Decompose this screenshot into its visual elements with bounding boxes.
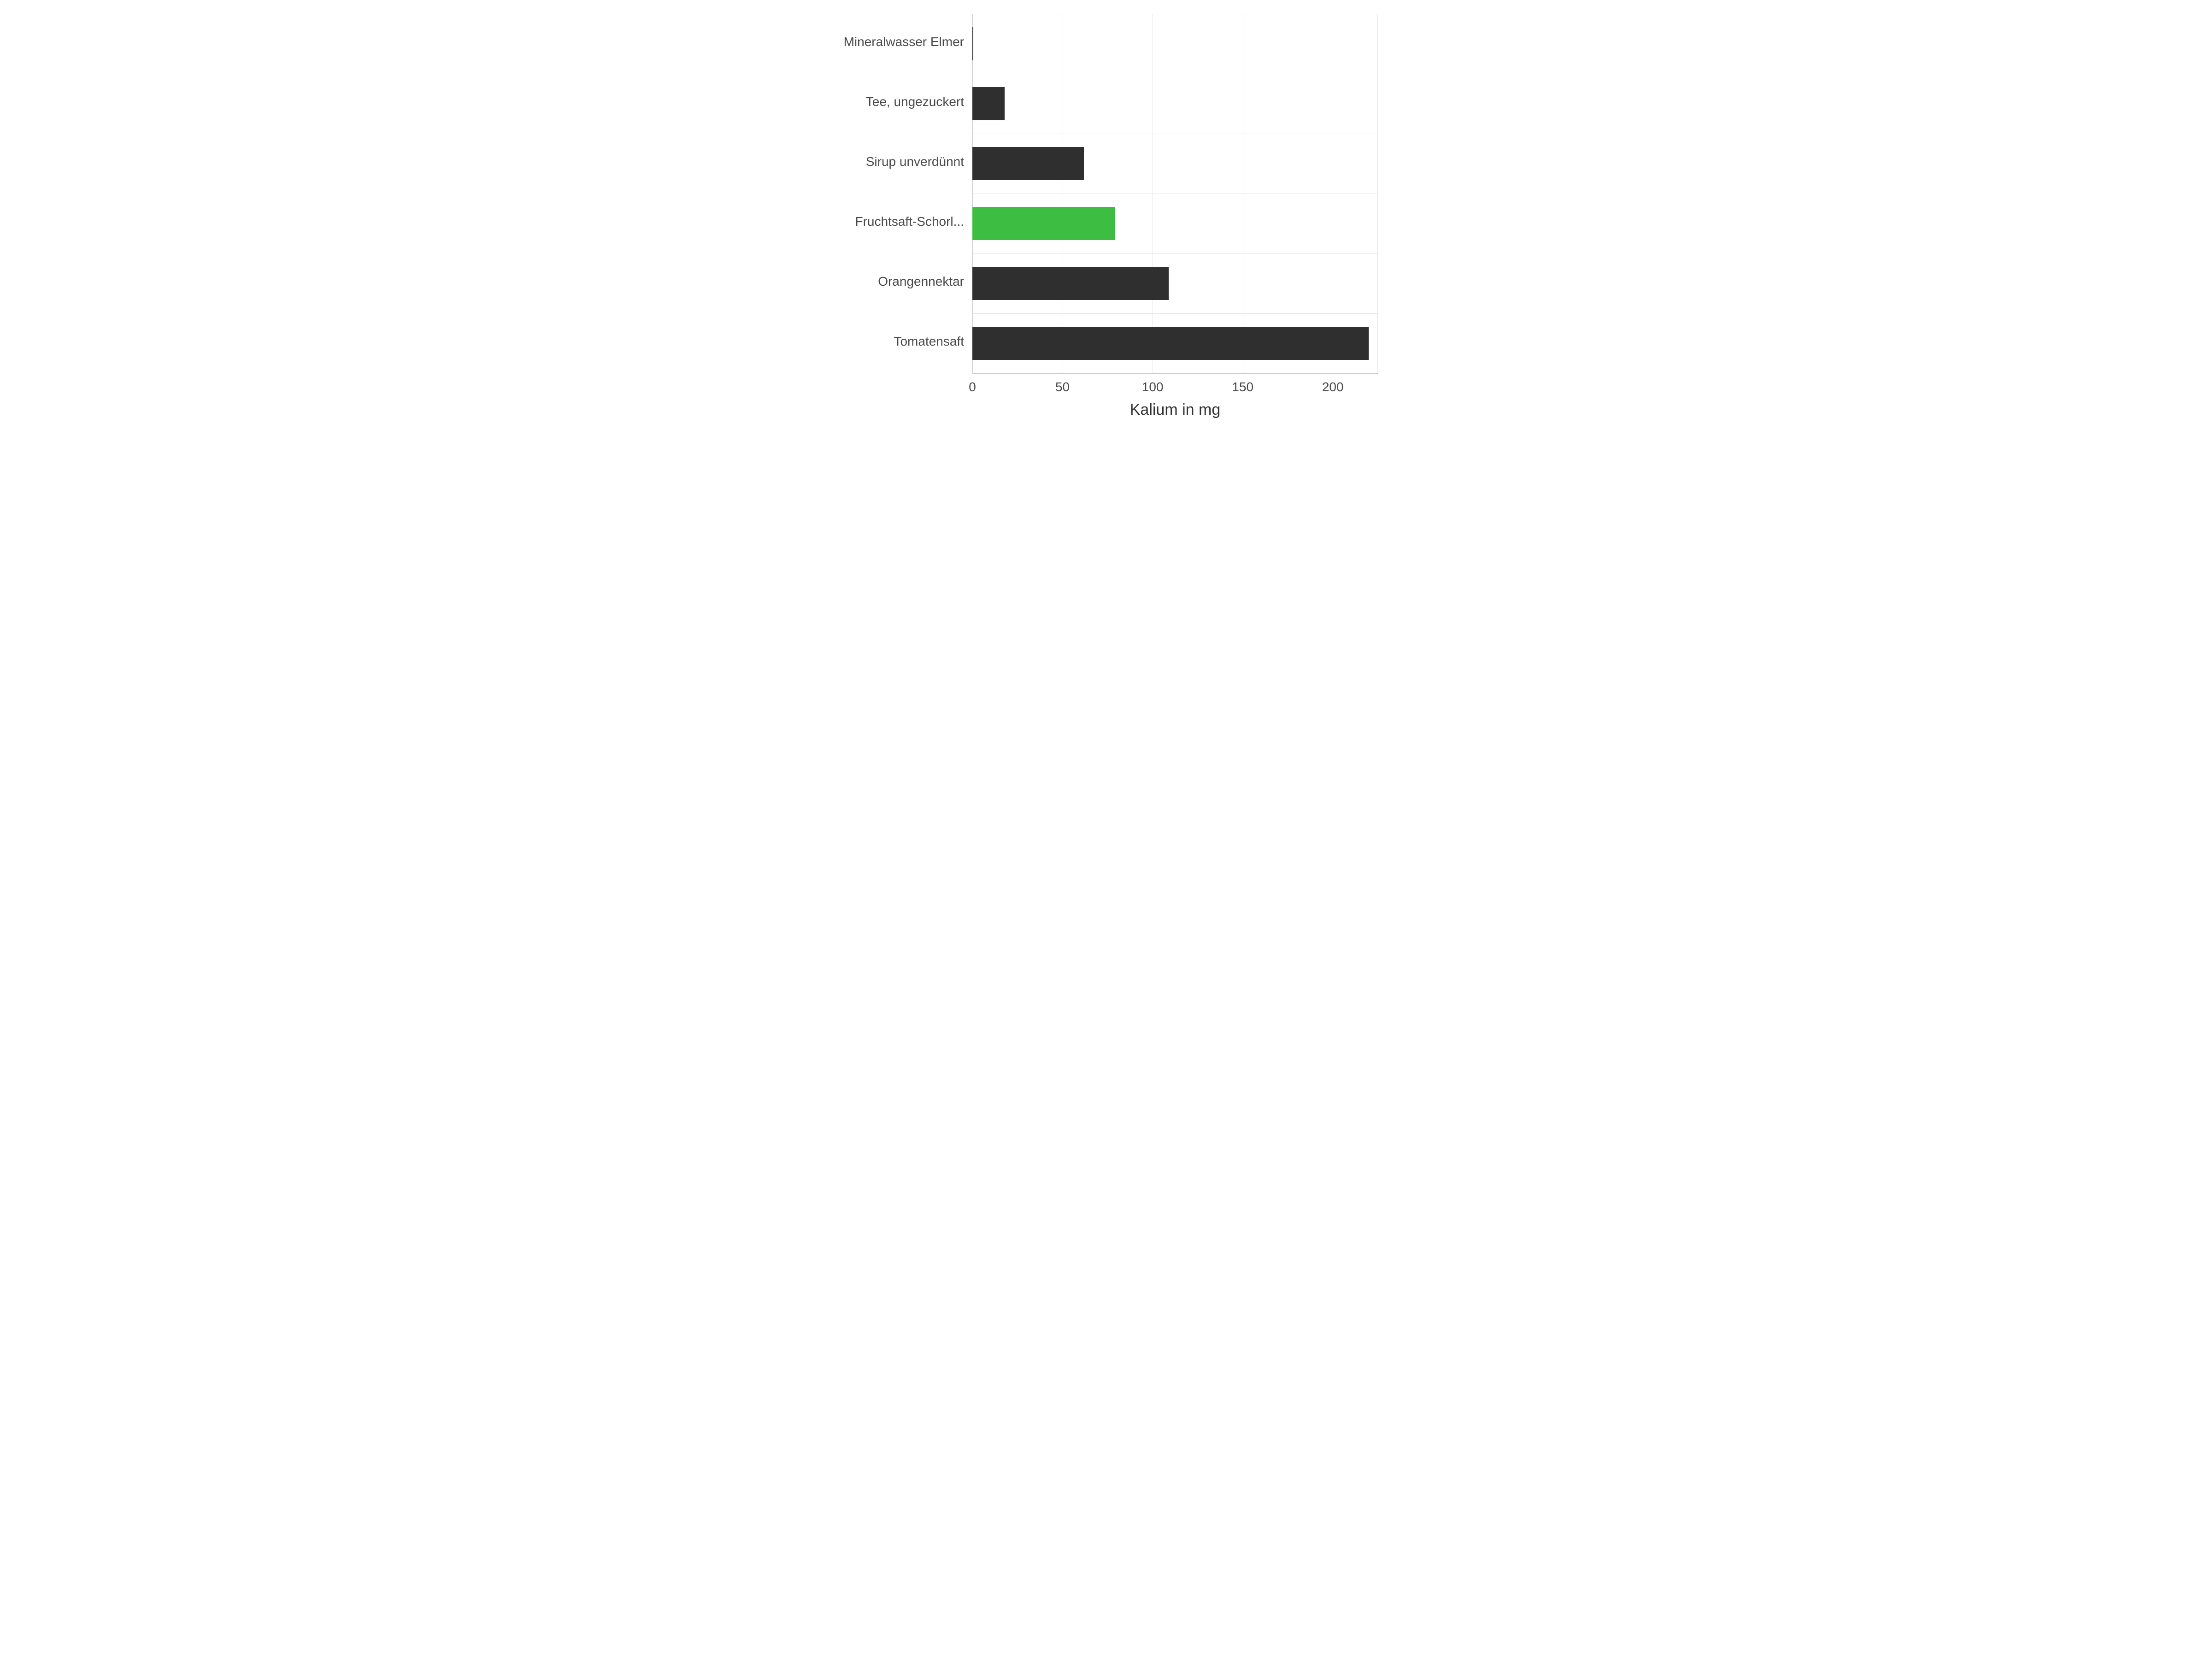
x-axis-tick-label: 100 [1142, 380, 1164, 394]
x-axis-label: Kalium in mg [1130, 401, 1221, 419]
bar [972, 207, 1115, 240]
bar [972, 147, 1084, 180]
bar [972, 327, 1369, 360]
y-axis-label: Tee, ungezuckert [866, 94, 964, 109]
x-axis-tick-label: 150 [1232, 380, 1253, 394]
y-axis-label: Tomatensaft [894, 334, 964, 349]
gridline-h [972, 253, 1378, 254]
y-axis-line [972, 14, 973, 373]
x-axis-line [972, 373, 1378, 374]
chart-container: Mineralwasser Elmer Tee, ungezuckert Sirup… [811, 0, 1401, 442]
gridline-h [972, 313, 1378, 314]
x-axis-tick-label: 0 [969, 380, 976, 394]
x-axis-tick-label: 50 [1055, 380, 1070, 394]
plot-area [972, 14, 1378, 373]
y-axis-label: Orangennektar [878, 274, 964, 289]
bar [972, 87, 1005, 120]
bar [972, 27, 973, 60]
x-axis-tick-label: 200 [1322, 380, 1344, 394]
y-axis-label: Mineralwasser Elmer [844, 35, 964, 49]
bar [972, 267, 1169, 300]
y-axis-label: Sirup unverdünnt [866, 154, 964, 169]
y-axis-label: Fruchtsaft-Schorl... [855, 214, 964, 229]
